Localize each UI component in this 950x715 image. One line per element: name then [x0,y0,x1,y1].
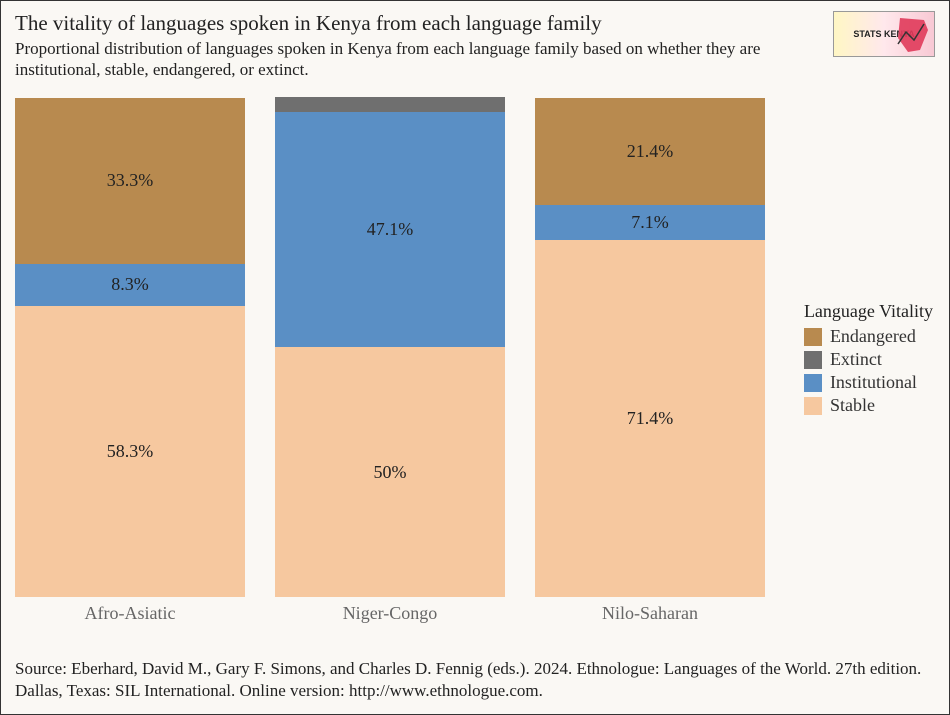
bar-segment-endangered: 21.4% [535,98,765,205]
legend-item: Stable [804,395,933,416]
segment-label: 50% [374,462,407,483]
bar-segment-stable: 50% [275,347,505,597]
x-axis-label: Afro-Asiatic [15,603,245,624]
plot-area: 58.3% 8.3% 33.3% 50% 47.1% 71.4% 7.1% 21.4% Afr… [15,97,765,637]
x-axis-labels: Afro-Asiatic Niger-Congo Nilo-Saharan [15,603,765,624]
legend-swatch [804,328,822,346]
kenya-map-icon [894,16,930,54]
segment-label: 47.1% [367,219,414,240]
legend-title: Language Vitality [804,301,933,322]
legend-swatch [804,351,822,369]
chart-subtitle: Proportional distribution of languages s… [15,38,775,81]
segment-label: 58.3% [107,441,154,462]
bar-segment-extinct [275,97,505,112]
legend-label: Endangered [830,326,916,347]
bar-segment-institutional: 47.1% [275,112,505,348]
legend-item: Extinct [804,349,933,370]
chart-title: The vitality of languages spoken in Keny… [15,11,935,36]
legend-label: Institutional [830,372,917,393]
segment-label: 7.1% [631,212,669,233]
bars-row: 58.3% 8.3% 33.3% 50% 47.1% 71.4% 7.1% 21.4% [15,97,765,597]
bar-segment-institutional: 8.3% [15,264,245,306]
source-citation: Source: Eberhard, David M., Gary F. Simo… [15,658,935,702]
legend-items: EndangeredExtinctInstitutionalStable [804,326,933,416]
brand-logo: STATS KENYA [833,11,935,57]
legend-label: Stable [830,395,875,416]
x-axis-label: Nilo-Saharan [535,603,765,624]
segment-label: 71.4% [627,408,674,429]
legend-label: Extinct [830,349,882,370]
legend-swatch [804,374,822,392]
bar-column: 50% 47.1% [275,97,505,597]
legend-item: Institutional [804,372,933,393]
bar-column: 58.3% 8.3% 33.3% [15,97,245,597]
bar-segment-endangered: 33.3% [15,98,245,265]
segment-label: 21.4% [627,141,674,162]
segment-label: 8.3% [111,274,149,295]
bar-segment-institutional: 7.1% [535,205,765,241]
segment-label: 33.3% [107,170,154,191]
bar-segment-stable: 58.3% [15,306,245,598]
header: The vitality of languages spoken in Keny… [1,1,949,85]
bar-column: 71.4% 7.1% 21.4% [535,97,765,597]
legend: Language Vitality EndangeredExtinctInsti… [804,301,933,418]
x-axis-label: Niger-Congo [275,603,505,624]
legend-item: Endangered [804,326,933,347]
legend-swatch [804,397,822,415]
bar-segment-stable: 71.4% [535,240,765,597]
